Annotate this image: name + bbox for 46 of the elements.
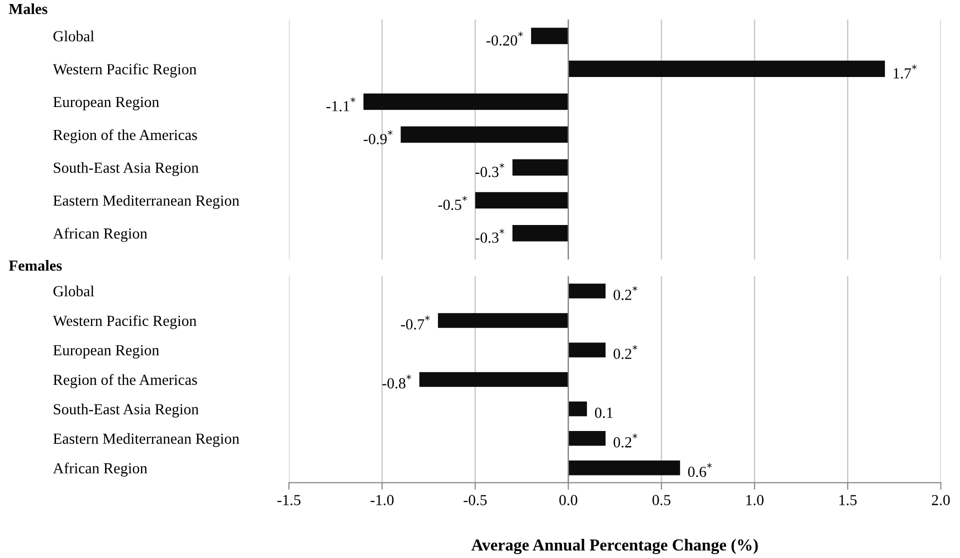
x-tick-label: -1.0: [370, 494, 394, 506]
y-tick-label: European Region: [53, 345, 160, 359]
bar: [438, 313, 568, 328]
data-label: -0.3$^{*}$: [475, 163, 504, 178]
y-tick-label: Global: [53, 30, 94, 42]
data-label: 0.2$^{*}$: [614, 345, 638, 360]
data-label: 0.2$^{*}$: [614, 434, 638, 448]
y-tick-label: South-East Asia Region: [54, 404, 199, 418]
y-tick-label: African Region: [53, 462, 148, 477]
x-tick-label: 0.0: [559, 494, 578, 506]
bar: [419, 372, 568, 387]
data-label: -0.9$^{*}$: [364, 130, 393, 144]
bar: [568, 431, 606, 446]
text: Males: [8, 3, 48, 14]
y-tick-label: Eastern Mediterranean Region: [53, 195, 240, 209]
bar: [568, 284, 606, 298]
text: Females: [8, 260, 62, 271]
y-tick-label: Region of the Americas: [53, 129, 197, 144]
data-label: -0.8$^{*}$: [382, 374, 412, 389]
y-tick-label: Western Pacific Region: [52, 315, 196, 330]
data-label: 0.1: [594, 408, 613, 418]
x-tick-label: 2.0: [932, 494, 950, 506]
y-tick-label: Region of the Americas: [53, 374, 197, 388]
data-label: -0.5$^{*}$: [438, 196, 468, 210]
bar: [568, 460, 680, 476]
x-tick-label: 1.5: [839, 494, 857, 506]
y-tick-label: European Region: [53, 96, 160, 110]
y-tick-label: African Region: [53, 228, 148, 242]
bar: [568, 402, 587, 416]
data-label: 1.7$^{*}$: [894, 64, 917, 79]
data-label: -1.1$^{*}$: [326, 97, 356, 112]
x-tick-label: -0.5: [464, 494, 487, 506]
data-label: 0.2$^{*}$: [614, 286, 638, 300]
x-tick-label: 1.0: [746, 494, 764, 506]
y-tick-label: Global: [53, 286, 94, 296]
y-tick-label: South-East Asia Region: [54, 162, 199, 176]
x-tick-label: 0.5: [652, 494, 670, 506]
data-label: -0.7$^{*}$: [400, 316, 430, 330]
data-label: -0.20$^{*}$: [486, 32, 523, 46]
bar: [568, 342, 606, 358]
data-label: 0.6$^{*}$: [688, 463, 712, 478]
y-tick-label: Western Pacific Region: [52, 63, 196, 78]
data-label: -0.3$^{*}$: [475, 228, 504, 243]
x-axis-title: Average Annual Percentage Change (%): [471, 538, 758, 554]
y-tick-label: Eastern Mediterranean Region: [53, 433, 240, 448]
x-tick-label: -1.5: [277, 494, 300, 506]
